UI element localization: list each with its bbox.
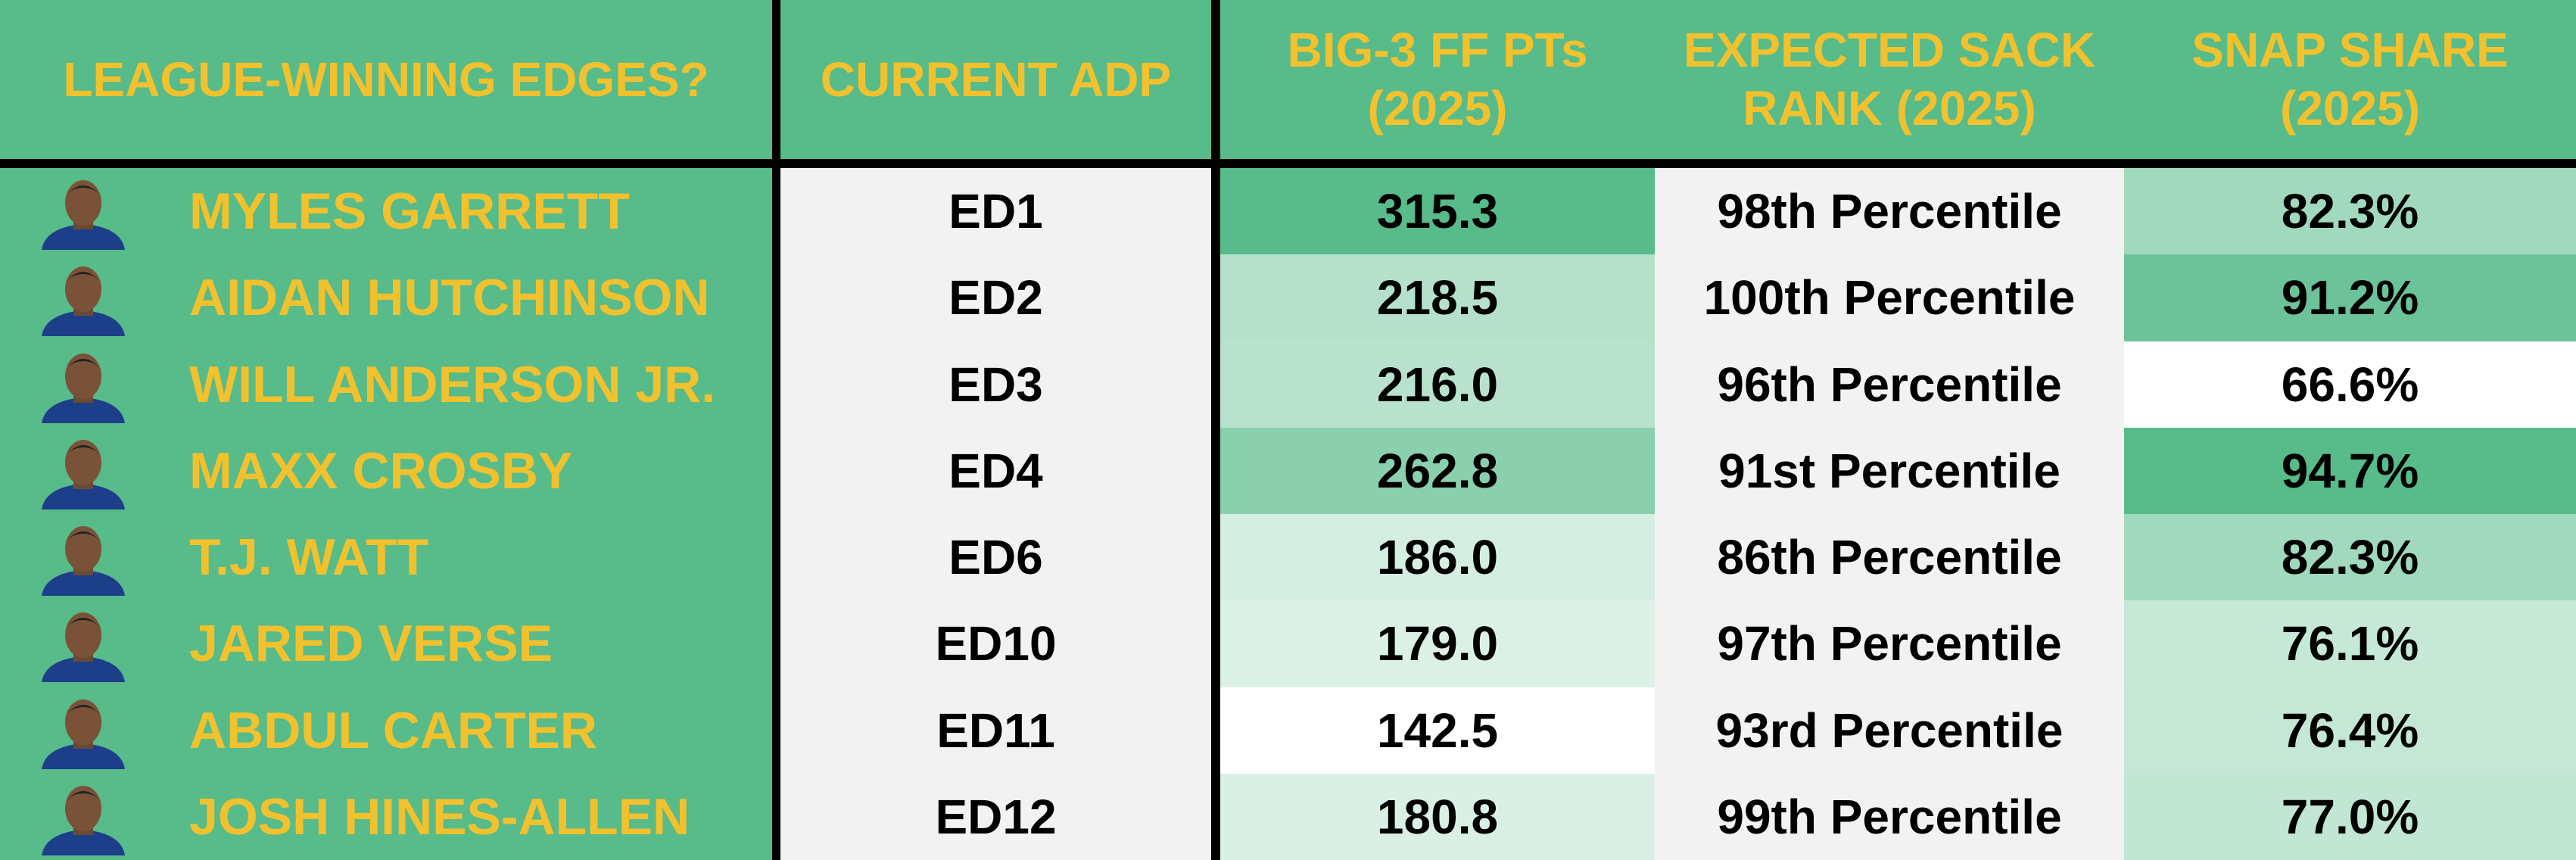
sack-rank: 100th Percentile bbox=[1655, 254, 2124, 341]
sack-rank: 99th Percentile bbox=[1655, 773, 2124, 860]
snap-share: 76.1% bbox=[2124, 600, 2576, 687]
ff-points: 180.8 bbox=[1220, 773, 1655, 860]
player-headshot bbox=[42, 180, 125, 250]
sack-rank: 91st Percentile bbox=[1655, 427, 2124, 514]
player-name: JARED VERSE bbox=[0, 600, 772, 687]
player-name: WILL ANDERSON JR. bbox=[0, 341, 772, 428]
ff-points: 218.5 bbox=[1220, 254, 1655, 341]
sack-rank: 86th Percentile bbox=[1655, 514, 2124, 601]
sack-rank: 98th Percentile bbox=[1655, 168, 2124, 255]
adp: ED2 bbox=[780, 254, 1211, 341]
ff-points: 179.0 bbox=[1220, 600, 1655, 687]
header-title: LEAGUE-WINNING EDGES? bbox=[0, 0, 772, 159]
column-header: BIG-3 FF PTs (2025) bbox=[1220, 0, 1655, 159]
adp: ED10 bbox=[780, 600, 1211, 687]
ff-points: 315.3 bbox=[1220, 168, 1655, 255]
sack-rank: 96th Percentile bbox=[1655, 341, 2124, 428]
snap-share: 94.7% bbox=[2124, 427, 2576, 514]
snap-share: 66.6% bbox=[2124, 341, 2576, 428]
sack-rank: 97th Percentile bbox=[1655, 600, 2124, 687]
column-header: EXPECTED SACK RANK (2025) bbox=[1655, 0, 2124, 159]
ff-points: 262.8 bbox=[1220, 427, 1655, 514]
adp: ED3 bbox=[780, 341, 1211, 428]
player-headshot bbox=[42, 612, 125, 683]
adp: ED1 bbox=[780, 168, 1211, 255]
adp: ED4 bbox=[780, 427, 1211, 514]
ff-points: 216.0 bbox=[1220, 341, 1655, 428]
player-headshot bbox=[42, 785, 125, 855]
snap-share: 82.3% bbox=[2124, 168, 2576, 255]
player-name: T.J. WATT bbox=[0, 514, 772, 601]
player-headshot bbox=[42, 439, 125, 509]
player-name: JOSH HINES-ALLEN bbox=[0, 773, 772, 860]
player-name: AIDAN HUTCHINSON bbox=[0, 254, 772, 341]
adp: ED6 bbox=[780, 514, 1211, 601]
snap-share: 77.0% bbox=[2124, 773, 2576, 860]
player-headshot bbox=[42, 266, 125, 337]
ff-points: 186.0 bbox=[1220, 514, 1655, 601]
player-headshot bbox=[42, 353, 125, 423]
snap-share: 76.4% bbox=[2124, 687, 2576, 774]
column-header: SNAP SHARE (2025) bbox=[2124, 0, 2576, 159]
ff-points: 142.5 bbox=[1220, 687, 1655, 774]
snap-share: 82.3% bbox=[2124, 514, 2576, 601]
player-name: ABDUL CARTER bbox=[0, 687, 772, 774]
player-name: MAXX CROSBY bbox=[0, 427, 772, 514]
player-headshot bbox=[42, 526, 125, 596]
player-name: MYLES GARRETT bbox=[0, 168, 772, 255]
column-header: CURRENT ADP bbox=[780, 0, 1211, 159]
adp: ED12 bbox=[780, 773, 1211, 860]
player-headshot bbox=[42, 699, 125, 769]
snap-share: 91.2% bbox=[2124, 254, 2576, 341]
adp: ED11 bbox=[780, 687, 1211, 774]
sack-rank: 93rd Percentile bbox=[1655, 687, 2124, 774]
